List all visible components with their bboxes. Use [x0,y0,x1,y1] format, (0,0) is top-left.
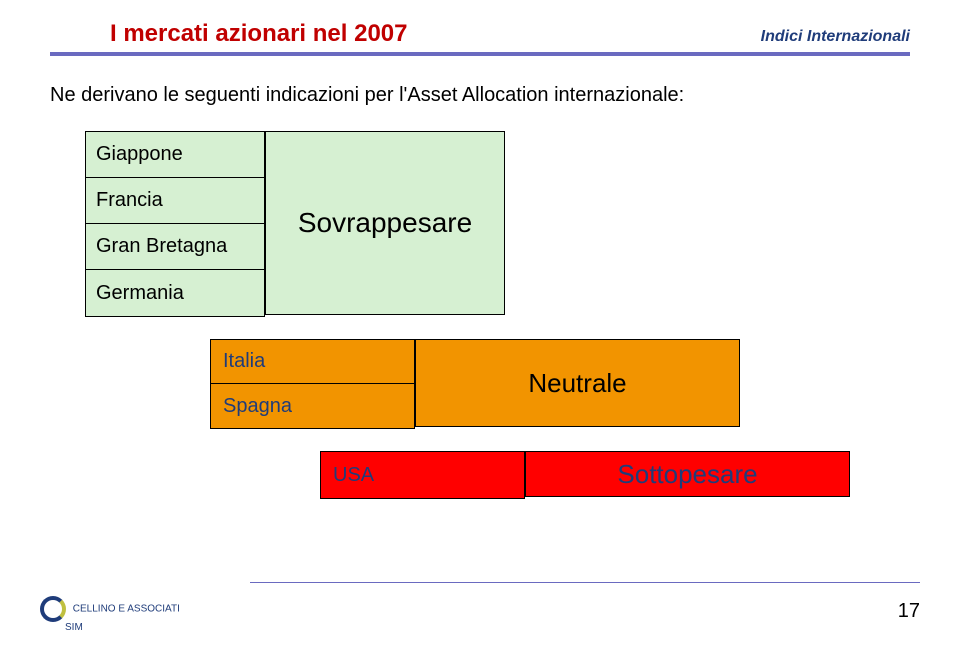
sottopesare-label: Sottopesare [525,451,850,497]
intro-text: Ne derivano le seguenti indicazioni per … [50,84,910,107]
country-italia: Italia [211,340,414,384]
country-giappone: Giappone [86,132,264,178]
page-number: 17 [898,600,920,623]
neutrale-label: Neutrale [415,339,740,427]
sovrappesare-label: Sovrappesare [265,131,505,315]
country-germania: Germania [86,270,264,316]
page-subtitle: Indici Internazionali [761,28,910,46]
sottopesare-block: USA Sottopesare [320,451,850,499]
allocation-diagram: Giappone Francia Gran Bretagna Germania … [50,131,910,531]
title-underline [50,52,910,56]
header-row: I mercati azionari nel 2007 Indici Inter… [50,20,910,48]
sovrappesare-countries: Giappone Francia Gran Bretagna Germania [85,131,265,317]
footer-divider [250,582,920,583]
page-title: I mercati azionari nel 2007 [110,20,407,48]
logo-text-2: SIM [65,622,83,633]
sovrappesare-block: Giappone Francia Gran Bretagna Germania … [85,131,505,317]
logo-text-1: CELLINO E ASSOCIATI [73,604,180,615]
sottopesare-countries: USA [320,451,525,499]
country-gran-bretagna: Gran Bretagna [86,224,264,270]
country-francia: Francia [86,178,264,224]
logo-icon [40,596,66,622]
neutrale-countries: Italia Spagna [210,339,415,429]
neutrale-block: Italia Spagna Neutrale [210,339,740,429]
logo: CELLINO E ASSOCIATI SIM [40,596,180,633]
country-spagna: Spagna [211,384,414,428]
country-usa: USA [321,452,524,498]
